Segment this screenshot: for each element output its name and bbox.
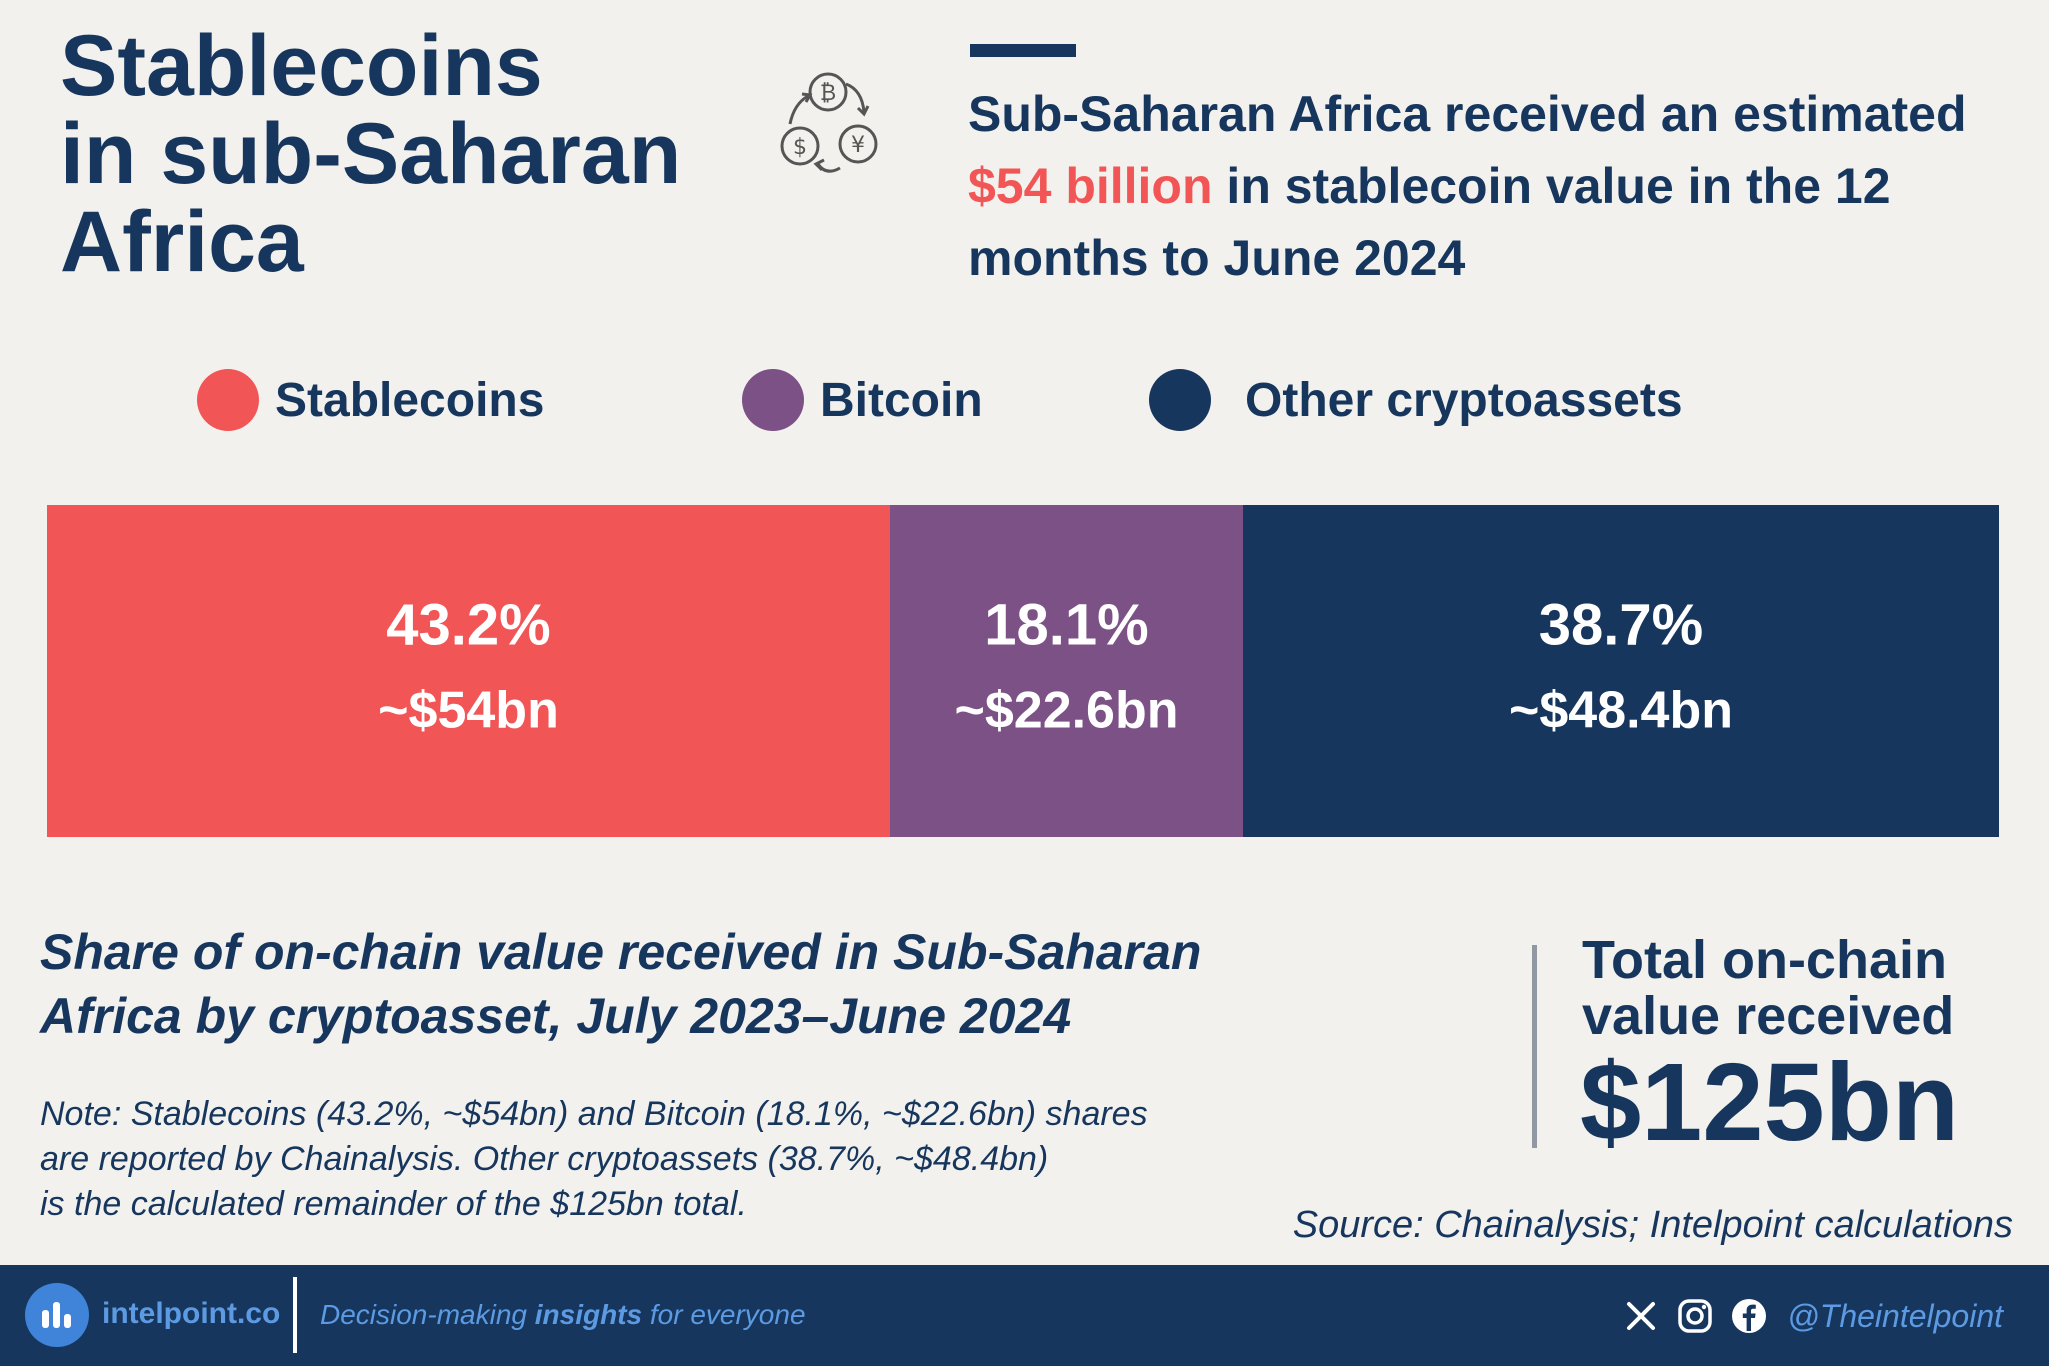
svg-text:₿: ₿ (820, 81, 836, 106)
note: Note: Stablecoins (43.2%, ~$54bn) and Bi… (40, 1092, 1300, 1227)
legend-swatch (1149, 369, 1211, 431)
legend-item-other: Other cryptoassets (1149, 360, 1683, 440)
footer-domain-link[interactable]: intelpoint.co (102, 1297, 281, 1330)
footer-social: @Theintelpoint (1621, 1291, 2003, 1341)
footer: intelpoint.co Decision-making insights f… (0, 1265, 2049, 1366)
x-icon[interactable] (1621, 1296, 1661, 1336)
title-line: in sub-Saharan (60, 106, 682, 202)
footer-tagline: Decision-making insights for everyone (320, 1299, 806, 1331)
headline: Sub-Saharan Africa received an estimated… (968, 78, 2008, 294)
headline-highlight: $54 billion (968, 158, 1213, 214)
intelpoint-logo-icon[interactable] (25, 1283, 89, 1347)
legend: Stablecoins Bitcoin Other cryptoassets (0, 360, 2049, 440)
bar-amount-label: ~$54bn (378, 681, 559, 739)
headline-suffix: in stablecoin value in the 12 months to … (968, 158, 1891, 286)
title-line: Africa (60, 194, 304, 290)
facebook-icon[interactable] (1729, 1296, 1769, 1336)
stacked-bar-svg: 43.2% ~$54bn 18.1% ~$22.6bn 38.7% ~$48.4bn (47, 505, 1999, 837)
legend-item-bitcoin: Bitcoin (742, 360, 983, 440)
bar-segment-stablecoins (47, 505, 890, 837)
note-line: Note: Stablecoins (43.2%, ~$54bn) and Bi… (40, 1095, 1148, 1133)
legend-item-stablecoins: Stablecoins (197, 360, 544, 440)
title-line: Stablecoins (60, 18, 543, 114)
total-divider (1532, 945, 1537, 1148)
note-line: is the calculated remainder of the $125b… (40, 1185, 747, 1223)
tagline-bold: insights (534, 1299, 643, 1330)
legend-swatch (197, 369, 259, 431)
bar-amount-label: ~$48.4bn (1509, 681, 1733, 739)
total-label-line: Total on-chain (1582, 930, 1947, 990)
note-line: are reported by Chainalysis. Other crypt… (40, 1140, 1049, 1178)
bar-percent-label: 38.7% (1539, 592, 1703, 657)
bar-percent-label: 18.1% (984, 592, 1148, 657)
legend-label: Stablecoins (275, 373, 545, 427)
tagline-pre: Decision-making (320, 1299, 527, 1330)
bar-segment-other-cryptoassets (1243, 505, 1999, 837)
chart-subtitle: Share of on-chain value received in Sub-… (40, 924, 1202, 1044)
page-title: Stablecoins in sub-Saharan Africa (60, 22, 681, 286)
svg-text:$: $ (793, 135, 807, 160)
headline-prefix: Sub-Saharan Africa received an estimated (968, 86, 1967, 142)
stacked-bar-chart: 43.2% ~$54bn 18.1% ~$22.6bn 38.7% ~$48.4bn (47, 505, 1999, 837)
tagline-post: for everyone (649, 1299, 806, 1330)
total-label-line: value received (1582, 986, 1955, 1046)
bar-amount-label: ~$22.6bn (954, 681, 1178, 739)
bar-percent-label: 43.2% (386, 592, 550, 657)
legend-label: Bitcoin (820, 373, 983, 427)
svg-text:¥: ¥ (851, 133, 865, 158)
total-label: Total on-chain value received (1582, 932, 2022, 1044)
footer-divider (293, 1277, 297, 1353)
bar-segment-bitcoin (890, 505, 1243, 837)
legend-swatch (742, 369, 804, 431)
source-note: Source: Chainalysis; Intelpoint calculat… (1292, 1204, 2013, 1246)
legend-label: Other cryptoassets (1245, 373, 1683, 427)
footer-handle[interactable]: @Theintelpoint (1787, 1297, 2003, 1334)
instagram-icon[interactable] (1675, 1296, 1715, 1336)
headline-accent-bar (970, 44, 1076, 57)
crypto-exchange-icon: ₿ $ ¥ (770, 64, 890, 184)
total-value: $125bn (1580, 1041, 1960, 1164)
